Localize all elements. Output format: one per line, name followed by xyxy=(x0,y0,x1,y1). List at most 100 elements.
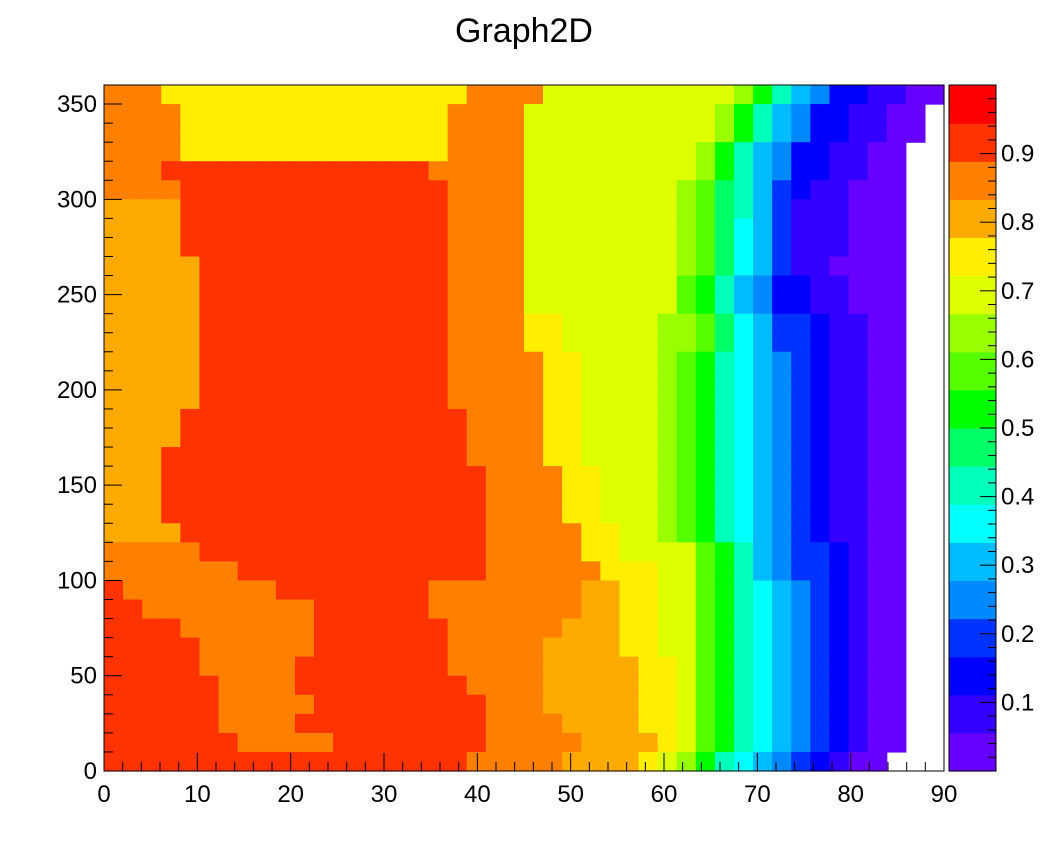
heatmap-cell xyxy=(848,351,869,372)
heatmap-cell xyxy=(180,694,201,715)
heatmap-cell xyxy=(657,751,678,772)
heatmap-cell xyxy=(314,656,334,677)
heatmap-cell xyxy=(447,389,468,410)
heatmap-cell xyxy=(829,123,850,143)
heatmap-cell xyxy=(294,161,315,181)
heatmap-cell xyxy=(676,542,697,562)
heatmap-cell xyxy=(256,237,277,258)
heatmap-cell xyxy=(333,618,353,639)
heatmap-cell xyxy=(734,199,754,219)
heatmap-cell xyxy=(333,732,353,753)
heatmap-cell xyxy=(734,751,754,772)
heatmap-cell xyxy=(466,504,487,524)
heatmap-cell xyxy=(524,713,544,734)
heatmap-cell xyxy=(657,104,678,124)
heatmap-cell xyxy=(504,142,525,162)
heatmap-cell xyxy=(275,599,296,620)
heatmap-cell xyxy=(333,694,353,715)
heatmap-cell xyxy=(600,85,621,105)
heatmap-cell xyxy=(333,561,353,582)
heatmap-cell xyxy=(256,694,277,715)
heatmap-cell xyxy=(428,751,449,772)
heatmap-cell xyxy=(829,180,850,200)
heatmap-cell xyxy=(543,408,563,429)
heatmap-cell xyxy=(562,275,582,296)
heatmap-cell xyxy=(867,237,888,258)
heatmap-cell xyxy=(390,618,411,639)
heatmap-cell xyxy=(714,408,735,429)
heatmap-cell xyxy=(600,389,621,410)
heatmap-cell xyxy=(924,85,945,105)
heatmap-cell xyxy=(638,332,659,353)
heatmap-cell xyxy=(600,275,621,296)
heatmap-cell xyxy=(218,180,239,200)
heatmap-cell xyxy=(753,332,773,353)
heatmap-cell xyxy=(256,428,277,448)
heatmap-cell xyxy=(734,218,754,239)
heatmap-cell xyxy=(428,408,449,429)
heatmap-cell xyxy=(791,275,811,296)
heatmap-cell xyxy=(848,694,869,715)
heatmap-cell xyxy=(886,504,907,524)
heatmap-cell xyxy=(161,408,181,429)
heatmap-cell xyxy=(447,332,468,353)
heatmap-cell xyxy=(829,599,850,620)
heatmap-cell xyxy=(180,656,201,677)
heatmap-cell xyxy=(199,713,220,734)
heatmap-cell xyxy=(524,256,544,277)
heatmap-cell xyxy=(619,104,640,124)
heatmap-cell xyxy=(829,237,850,258)
heatmap-cell xyxy=(562,656,582,677)
heatmap-cell xyxy=(275,161,296,181)
heatmap-cell xyxy=(428,561,449,582)
heatmap-cell xyxy=(104,294,124,315)
heatmap-cell xyxy=(371,351,391,372)
heatmap-cell xyxy=(218,637,239,658)
heatmap-cell xyxy=(123,580,143,601)
heatmap-cell xyxy=(294,656,315,677)
heatmap-cell xyxy=(294,408,315,429)
heatmap-cell xyxy=(619,161,640,181)
heatmap-cell xyxy=(371,256,391,277)
color-scale-band xyxy=(949,389,996,429)
heatmap-cell xyxy=(314,485,334,505)
heatmap-cell xyxy=(848,447,869,467)
heatmap-cell xyxy=(390,561,411,582)
heatmap-cell xyxy=(447,732,468,753)
heatmap-cell xyxy=(294,618,315,639)
heatmap-cell xyxy=(810,351,831,372)
heatmap-cell xyxy=(600,580,621,601)
heatmap-cell xyxy=(848,85,869,105)
heatmap-cell xyxy=(314,732,334,753)
heatmap-cell xyxy=(753,485,773,505)
heatmap-cell xyxy=(199,313,220,334)
heatmap-cell xyxy=(142,237,162,258)
heatmap-cell xyxy=(676,370,697,391)
heatmap-cell xyxy=(524,199,544,219)
heatmap-cell xyxy=(161,694,181,715)
heatmap-cell xyxy=(638,351,659,372)
heatmap-cell xyxy=(256,466,277,486)
heatmap-cell xyxy=(104,199,124,219)
heatmap-cell xyxy=(600,618,621,639)
heatmap-cell xyxy=(447,485,468,505)
heatmap-cell xyxy=(371,313,391,334)
heatmap-cell xyxy=(772,618,792,639)
heatmap-cell xyxy=(714,447,735,467)
heatmap-cell xyxy=(142,542,162,562)
heatmap-cell xyxy=(676,599,697,620)
heatmap-cell xyxy=(314,428,334,448)
heatmap-cell xyxy=(447,637,468,658)
heatmap-cell xyxy=(734,523,754,543)
heatmap-cell xyxy=(218,751,239,772)
heatmap-cell xyxy=(294,599,315,620)
heatmap-cell xyxy=(543,504,563,524)
heatmap-cell xyxy=(466,580,487,601)
heatmap-cell xyxy=(676,656,697,677)
heatmap-cell xyxy=(333,428,353,448)
heatmap-cell xyxy=(390,580,411,601)
heatmap-cell xyxy=(485,656,506,677)
heatmap-cell xyxy=(256,256,277,277)
heatmap-cell xyxy=(676,618,697,639)
heatmap-cell xyxy=(142,447,162,467)
